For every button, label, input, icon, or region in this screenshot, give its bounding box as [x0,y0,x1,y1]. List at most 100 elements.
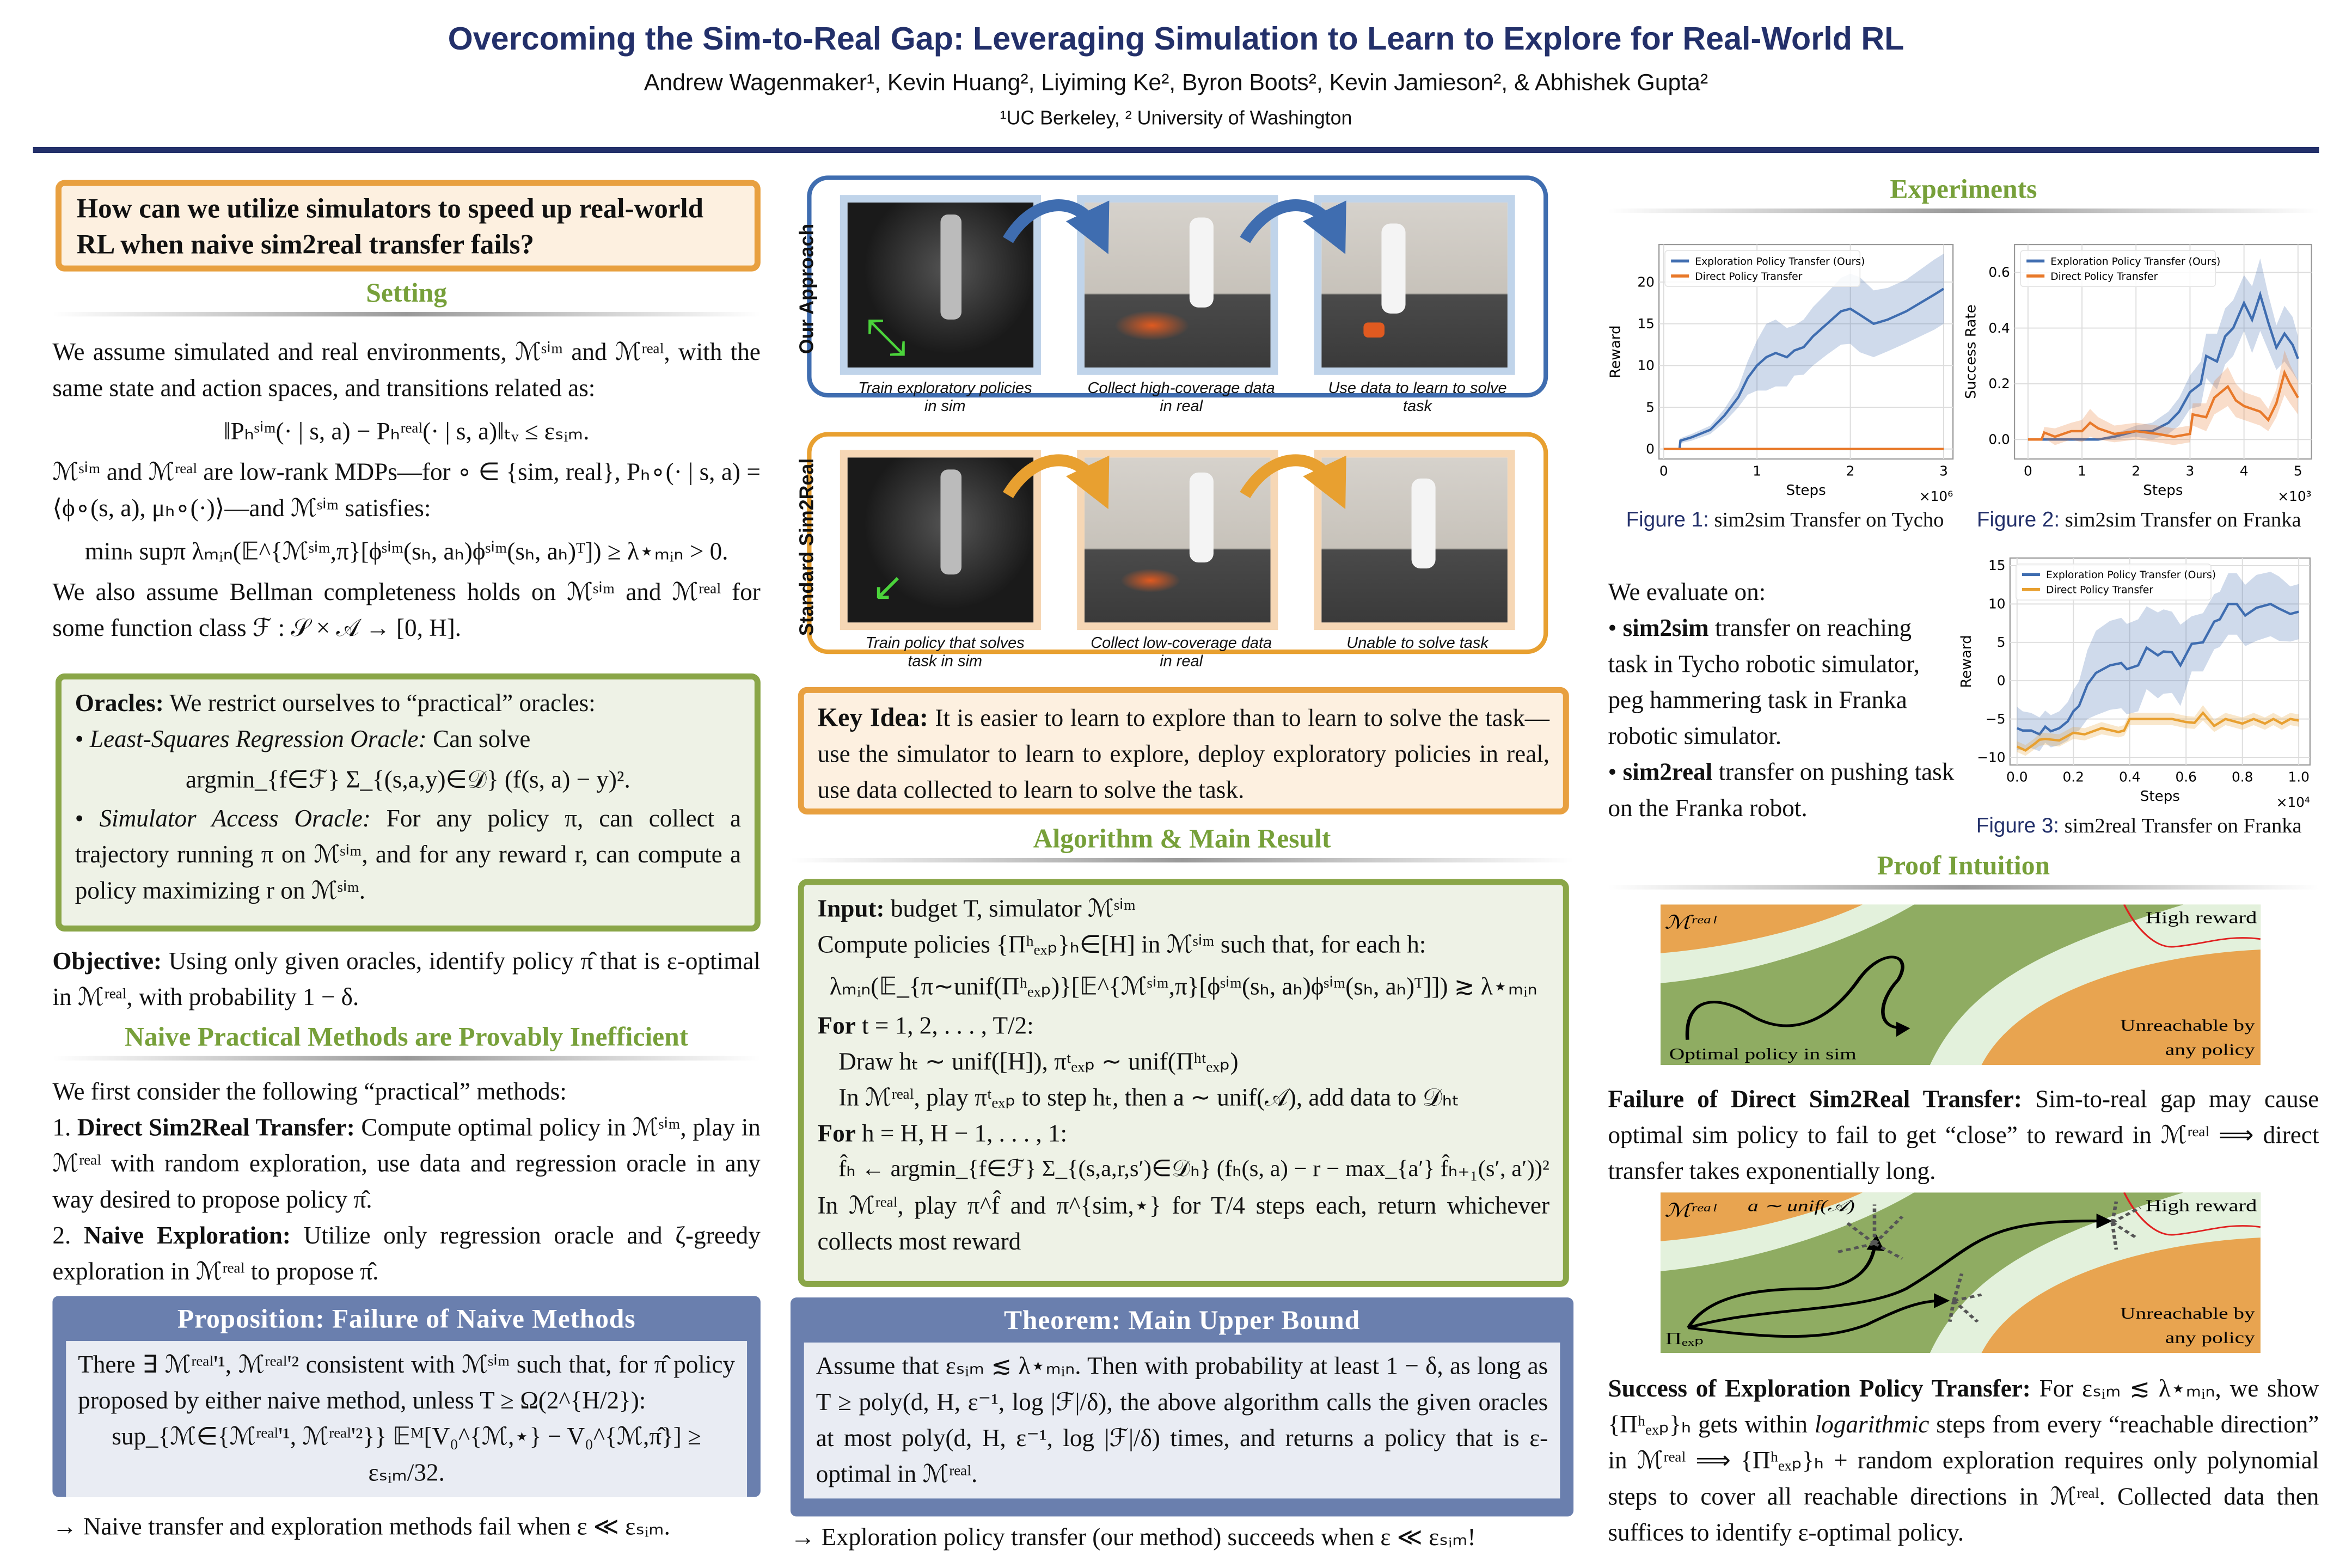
reward-boundary [2123,904,2261,948]
failure-diagram: ℳʳᵉᵃˡ High reward Optimal policy in sim … [1660,904,2261,1065]
success-emphasis: logarithmic [1814,1410,1930,1439]
oracles-intro: We restrict ourselves to “practical” ora… [163,688,596,717]
low-rank-paragraph: ℳˢⁱᵐ and ℳʳᵉᵃˡ are low-rank MDPs—for ∘ ∈… [52,457,761,522]
caption: Collect low-coverage data in real [1091,634,1272,671]
chart-sim2sim-franka: 0 1 2 3 4 5 0.0 0.2 0.4 0.6 Steps ×10³ Success Rate E… [1963,243,2312,504]
figure-number: Figure 3: [1976,813,2060,837]
naive-intro: We first consider the following “practic… [52,1077,567,1106]
objective-label: Objective: [52,946,162,975]
bellman-paragraph: We also assume Bellman completeness hold… [52,577,761,642]
section-divider [52,1056,761,1061]
unreachable-label: Unreachable by [2120,1016,2255,1034]
oracles-label: Oracles: [75,688,164,717]
m-real-label: ℳʳᵉᵃˡ [1664,912,1717,933]
direction-arrow-icon: ↙ [871,565,904,611]
success-text: For εₛᵢₘ ≲ λ⋆ₘᵢₙ, we show {Πʰₑₓₚ}ₕ gets … [1608,1374,2319,1439]
legend-label: Exploration Policy Transfer (Ours) [2046,569,2216,581]
legend-label: Exploration Policy Transfer (Ours) [2050,256,2220,267]
figure2-caption: Figure 2: sim2sim Transfer on Franka [1962,507,2316,534]
confidence-band [2017,572,2299,751]
x-axis-label: Steps [2143,482,2183,499]
objective-text: Using only given oracles, identify polic… [52,946,761,1011]
x-tick-label: 2 [1846,463,1855,479]
legend-label: Direct Policy Transfer [2050,271,2158,283]
y-tick-label: 15 [1988,558,2006,573]
y-tick-label: 0.4 [1988,320,2010,336]
confidence-band [1679,253,1944,449]
setting-section: We assume simulated and real environment… [52,334,760,646]
y-tick-label: 15 [1637,316,1655,332]
alg-text: h = H, H − 1, . . . , 1: [855,1119,1068,1148]
figure-caption-text: sim2sim Transfer on Tycho [1708,510,1944,533]
regression-equation: argmin_{f∈ℱ} Σ_{(s,a,y)∈𝒟} (f(s, a) − y)… [185,765,630,794]
success-diagram: ℳʳᵉᵃˡ a ∼ unif(𝒜) High reward Πₑₓₚ Unrea… [1660,1192,2261,1353]
m-real-label: ℳʳᵉᵃˡ [1664,1200,1717,1221]
unreachable-label: Unreachable by [2120,1304,2255,1322]
y-tick-label: 0.2 [1988,376,2010,391]
y-axis-label: Reward [1958,635,1975,688]
x-axis-multiplier: ×10⁴ [2276,794,2310,810]
figure-caption-text: sim2real Transfer on Franka [2059,816,2302,839]
figure-caption-text: sim2sim Transfer on Franka [2060,510,2301,533]
oracles-box: Oracles: We restrict ourselves to “pract… [55,673,761,932]
legend-label: Direct Policy Transfer [2046,585,2153,596]
y-tick-label: 0.6 [1988,265,2010,280]
x-tick-label: 0.4 [2119,769,2140,785]
high-reward-label: High reward [2146,908,2257,927]
x-tick-label: 0 [2024,463,2032,479]
alg-text: budget T, simulator ℳˢⁱᵐ [884,894,1136,923]
arrow-icon [1240,454,1346,510]
random-exploration-arrows [1834,1201,2141,1323]
y-axis-label: Reward [1608,325,1624,378]
method-name: Direct Sim2Real Transfer: [77,1113,355,1142]
section-divider [52,312,761,317]
proposition-box: Proposition: Failure of Naive Methods Th… [52,1296,761,1497]
standard-sim2real-label: Standard Sim2Real [795,458,818,636]
y-tick-label: −10 [1977,749,2005,765]
x-tick-label: 1 [1753,463,1761,479]
section-divider [1608,208,2319,213]
unreachable-label: any policy [2165,1328,2255,1346]
confidence-band [2017,705,2299,756]
real-solve-task-image [1314,195,1515,375]
approach-arrows [1002,199,1346,254]
eval-intro: We evaluate on: [1608,577,1766,607]
optimal-policy-label: Optimal policy in sim [1669,1045,1857,1063]
figure3-caption: Figure 3: sim2real Transfer on Franka [1959,813,2319,840]
oracle-regression-text: Can solve [426,724,531,754]
standard-arrows [1002,454,1346,510]
confidence-band [2028,258,2298,440]
x-axis-multiplier: ×10⁶ [1919,488,1953,504]
alg-final: In ℳʳᵉᵃˡ, play π^f̂ and π^{sim,⋆} for T/… [817,1191,1550,1256]
setting-heading: Setting [366,277,448,308]
alg-keyword: Input: [817,894,885,923]
col1-conclusion: → Naive transfer and exploration methods… [52,1512,670,1541]
y-tick-label: 0 [1997,672,2006,688]
theorem-text: Assume that εₛᵢₘ ≲ λ⋆ₘᵢₙ. Then with prob… [816,1351,1548,1489]
proposition-equation: sup_{ℳ∈{ℳʳᵉᵃˡ'¹, ℳʳᵉᵃˡ'²}} 𝔼ᴹ[V₀^{ℳ,⋆} −… [112,1422,701,1487]
series-line [2016,603,2299,736]
our-approach-frame [807,175,1548,398]
x-tick-label: 2 [2132,463,2140,479]
caption: Unable to solve task [1346,634,1489,653]
y-tick-label: 0.0 [1988,432,2010,448]
series-line [2016,710,2299,752]
alg-keyword: For [817,1119,856,1148]
x-axis-label: Steps [1786,482,1826,499]
pi-exp-label: Πₑₓₚ [1665,1330,1705,1349]
proposition-title: Proposition: Failure of Naive Methods [177,1303,636,1334]
success-paragraph: Success of Exploration Policy Transfer: … [1608,1371,2319,1551]
col2-conclusion: → Exploration policy transfer (our metho… [790,1522,1476,1551]
legend-box [2020,250,2216,287]
real-low-coverage-image [1077,450,1278,630]
x-tick-label: 0.6 [2175,769,2196,785]
key-idea-box: Key Idea: It is easier to learn to explo… [798,687,1569,815]
figure-number: Figure 1: [1626,507,1709,531]
oracle-simulator-name: Simulator Access Oracle: [99,804,371,833]
setting-paragraph: We assume simulated and real environment… [52,337,761,402]
theorem-title: Theorem: Main Upper Bound [1004,1304,1361,1336]
legend-box [2016,564,2212,601]
sim-exploration-image: ⤡ [840,195,1042,375]
x-tick-label: 5 [2294,463,2302,479]
method-number: 2. [52,1221,84,1250]
